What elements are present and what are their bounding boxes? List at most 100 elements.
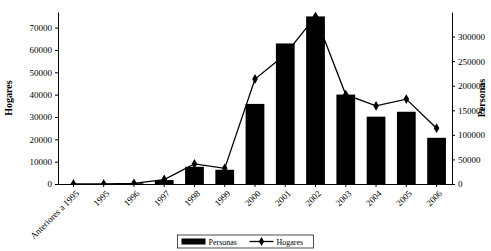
bar xyxy=(276,43,295,184)
tick-label: 1998 xyxy=(182,188,202,208)
legend-swatch xyxy=(182,239,206,245)
tick-mark xyxy=(315,184,316,187)
tick-label: 2004 xyxy=(364,188,384,208)
marks xyxy=(71,12,446,184)
tick-mark xyxy=(452,110,455,111)
bar xyxy=(185,167,204,184)
legend-entry: Personas xyxy=(182,238,237,247)
tick-label: 1999 xyxy=(213,188,233,208)
tick: 20000 xyxy=(30,135,59,145)
axis-line xyxy=(58,13,59,185)
tick: 250000 xyxy=(452,57,486,67)
marker xyxy=(101,179,107,184)
tick-mark xyxy=(73,184,74,187)
tick: 50000 xyxy=(30,68,59,78)
tick-label: 10000 xyxy=(30,157,53,167)
tick-label: 1996 xyxy=(122,188,142,208)
marker xyxy=(343,90,349,100)
legend-marker xyxy=(259,237,264,246)
marker xyxy=(282,50,288,60)
tick-label: 70000 xyxy=(30,23,53,33)
tick-label: 50000 xyxy=(30,68,53,78)
tick-mark xyxy=(452,86,455,87)
tick: 2002 xyxy=(303,184,323,208)
tick-label: 250000 xyxy=(458,57,486,67)
tick-label: 20000 xyxy=(30,135,53,145)
tick-mark xyxy=(103,184,104,187)
y2-axis-title: Personas xyxy=(476,79,487,117)
tick-mark xyxy=(452,159,455,160)
tick: 30000 xyxy=(30,112,59,122)
tick-mark xyxy=(255,184,256,187)
marker xyxy=(222,163,228,173)
tick-mark xyxy=(224,184,225,187)
tick: 2003 xyxy=(334,184,354,208)
legend-label: Hogares xyxy=(277,238,304,247)
tick-label: 0 xyxy=(458,179,463,189)
marker xyxy=(161,175,167,184)
tick-mark xyxy=(406,184,407,187)
tick-label: 1995 xyxy=(91,188,111,208)
tick-mark xyxy=(452,61,455,62)
tick: 2001 xyxy=(273,184,293,208)
legend-entry: Hogares xyxy=(250,237,304,247)
tick-mark xyxy=(376,184,377,187)
chart: 0 10000 20000 30000 40000 50000 60000 70000 0 500… xyxy=(0,0,491,251)
bar xyxy=(427,138,446,184)
tick: 40000 xyxy=(30,90,59,100)
y-axis: 0 10000 20000 30000 40000 50000 60000 70000 xyxy=(30,13,59,190)
marker xyxy=(373,101,379,111)
tick-label: Anteriores a 1995 xyxy=(28,188,81,241)
plot: 0 10000 20000 30000 40000 50000 60000 70000 0 500… xyxy=(28,12,485,241)
tick-mark xyxy=(452,135,455,136)
tick: 1995 xyxy=(91,184,111,208)
tick-mark xyxy=(194,184,195,187)
tick: 1999 xyxy=(213,184,233,208)
tick-mark xyxy=(345,184,346,187)
legend-box xyxy=(178,235,314,248)
tick: 100000 xyxy=(452,130,486,140)
tick: 60000 xyxy=(30,45,59,55)
tick-mark xyxy=(55,50,58,51)
tick-mark xyxy=(55,139,58,140)
marker xyxy=(131,178,137,184)
axis-line xyxy=(452,13,453,185)
bar xyxy=(367,117,386,184)
tick: 1998 xyxy=(182,184,202,208)
bar xyxy=(397,112,416,184)
line xyxy=(73,16,436,184)
tick-mark xyxy=(133,184,134,187)
tick: 300000 xyxy=(452,32,486,42)
tick-mark xyxy=(452,37,455,38)
bar-series xyxy=(125,16,446,184)
tick-mark xyxy=(55,95,58,96)
marker xyxy=(313,12,319,21)
bar xyxy=(306,16,325,184)
tick-mark xyxy=(164,184,165,187)
tick: 1996 xyxy=(122,184,142,208)
tick: 0 xyxy=(452,179,463,189)
tick: 10000 xyxy=(30,157,59,167)
tick: 70000 xyxy=(30,23,59,33)
tick-label: 0 xyxy=(48,179,53,189)
tick-label: 2006 xyxy=(424,188,444,208)
marker xyxy=(252,74,258,84)
legend: Personas Hogares xyxy=(178,235,314,248)
tick-label: 50000 xyxy=(458,155,481,165)
tick-mark xyxy=(55,117,58,118)
x-axis: Anteriores a 199519951996199719981999200… xyxy=(28,184,452,241)
tick-label: 60000 xyxy=(30,45,53,55)
tick-label: 300000 xyxy=(458,32,486,42)
marker xyxy=(192,159,198,169)
tick: 2005 xyxy=(394,184,414,208)
markers xyxy=(71,12,440,184)
tick-label: 2005 xyxy=(394,188,414,208)
tick-mark xyxy=(436,184,437,187)
tick-label: 2003 xyxy=(334,188,354,208)
marker xyxy=(403,94,409,104)
y-axis-title: Hogares xyxy=(3,80,14,115)
tick: 0 xyxy=(48,179,59,189)
marker xyxy=(434,123,440,133)
legend-label: Personas xyxy=(209,238,237,247)
tick-mark xyxy=(55,72,58,73)
